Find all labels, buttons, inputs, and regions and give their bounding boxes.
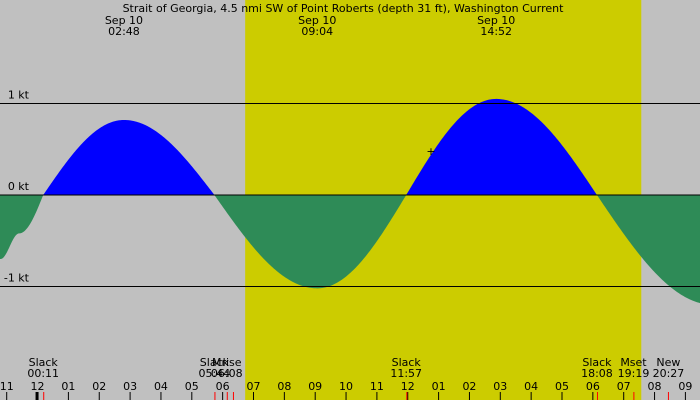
event-time: 09:04 [301, 25, 333, 38]
hour-tick-label: 03 [123, 380, 137, 393]
hour-tick-label: 12 [31, 380, 45, 393]
hour-tick-label: 05 [185, 380, 199, 393]
hour-tick-label: 09 [678, 380, 692, 393]
hour-tick-label: 07 [247, 380, 261, 393]
bottom-event-label: New [656, 356, 680, 369]
bottom-event-label: Slack [200, 356, 230, 369]
bottom-event-label: Mrise [212, 356, 242, 369]
hour-tick-label: 09 [308, 380, 322, 393]
hour-tick-label: 08 [648, 380, 662, 393]
bottom-event-time: 20:27 [653, 367, 685, 380]
hour-tick-label: 04 [154, 380, 168, 393]
bottom-events: Slack00:11Slack05:44Mrise06:08Slack11:57… [27, 356, 684, 380]
bottom-event-time: 19:19 [618, 367, 650, 380]
hour-tick-label: 01 [61, 380, 75, 393]
hour-tick-label: 02 [462, 380, 476, 393]
hour-tick-label: 06 [586, 380, 600, 393]
current-areas [0, 98, 700, 304]
hour-tick-label: 04 [524, 380, 538, 393]
y-axis: 1 kt 0 kt -1 kt [0, 89, 700, 287]
bottom-event-time: 18:08 [581, 367, 613, 380]
hour-tick-label: 08 [277, 380, 291, 393]
bottom-event-label: Slack [582, 356, 612, 369]
bottom-event-label: Slack [392, 356, 422, 369]
bottom-event-time: 06:08 [211, 367, 243, 380]
hour-axis: 11 12 01 02 03 04 05 06 07 08 09 10 11 12 01 02 03 04 05 06… [0, 380, 692, 400]
cursor-crosshair: + [426, 145, 435, 158]
midnight-marker [35, 392, 39, 400]
y-tick-label: 0 kt [8, 180, 30, 193]
hour-tick-label: 03 [493, 380, 507, 393]
hour-tick-label: 01 [432, 380, 446, 393]
hour-tick-label: 10 [339, 380, 353, 393]
event-date: Sep 10 [477, 14, 515, 27]
event-time: 02:48 [108, 25, 140, 38]
hour-tick-label: 11 [0, 380, 14, 393]
event-date: Sep 10 [105, 14, 143, 27]
flood-area [0, 98, 700, 195]
hour-tick-label: 06 [216, 380, 230, 393]
hour-tick-label: 02 [92, 380, 106, 393]
ebb-area [0, 195, 700, 304]
y-tick-label: 1 kt [8, 89, 30, 102]
chart-title: Strait of Georgia, 4.5 nmi SW of Point R… [123, 2, 565, 15]
event-ticks [35, 392, 669, 400]
bottom-event-label: Slack [29, 356, 59, 369]
hour-tick-label: 11 [370, 380, 384, 393]
event-time: 14:52 [480, 25, 512, 38]
event-date: Sep 10 [298, 14, 336, 27]
bottom-event-time: 11:57 [390, 367, 422, 380]
bottom-event-time: 05:44 [199, 367, 231, 380]
bottom-event-time: 00:11 [27, 367, 59, 380]
hour-tick-label: 12 [401, 380, 415, 393]
hour-tick-label: 07 [617, 380, 631, 393]
bottom-event-label: Mset [620, 356, 647, 369]
y-tick-label: -1 kt [4, 272, 30, 285]
hour-tick-label: 05 [555, 380, 569, 393]
